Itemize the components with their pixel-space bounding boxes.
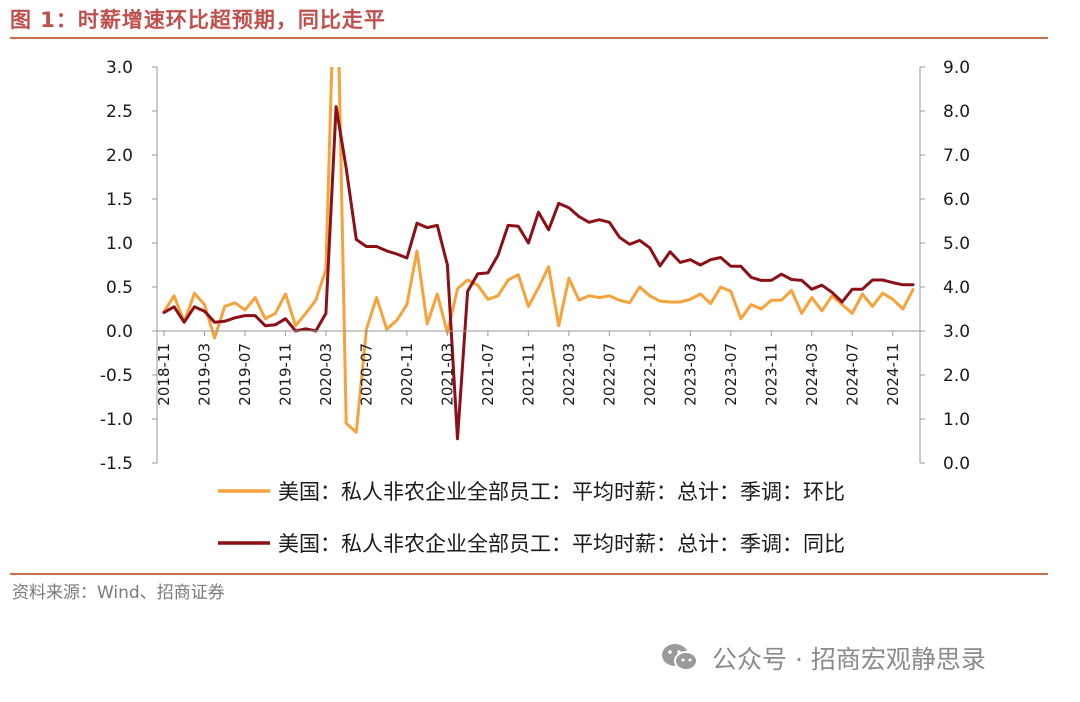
y-left-tick-label: 0.0 xyxy=(106,322,133,342)
y-right-tick-label: 9.0 xyxy=(943,58,970,78)
x-tick-label: 2020-03 xyxy=(317,343,335,406)
x-tick-label: 2022-03 xyxy=(560,343,578,406)
x-tick-label: 2021-03 xyxy=(438,343,456,406)
y-right-tick-label: 8.0 xyxy=(943,102,970,122)
y-right-tick-label: 4.0 xyxy=(943,278,970,298)
top-divider xyxy=(10,37,1048,39)
x-tick-label: 2023-03 xyxy=(681,343,699,406)
watermark: 公众号 · 招商宏观静思录 xyxy=(660,640,986,676)
x-tick-label: 2023-07 xyxy=(722,343,740,406)
x-tick-label: 2018-11 xyxy=(155,343,173,406)
x-tick-label: 2022-07 xyxy=(600,343,618,406)
legend: 美国：私人非农企业全部员工：平均时薪：总计：季调：环比美国：私人非农企业全部员工… xyxy=(218,480,845,556)
x-tick-label: 2021-11 xyxy=(519,343,537,406)
y-left-tick-label: 1.0 xyxy=(106,234,133,254)
y-left-tick-label: 2.0 xyxy=(106,146,133,166)
plot-area xyxy=(162,67,915,441)
y-right-tick-label: 5.0 xyxy=(943,234,970,254)
bottom-divider xyxy=(10,573,1048,575)
wechat-icon xyxy=(662,644,698,671)
x-tick-label: 2022-11 xyxy=(641,343,659,406)
x-tick-label: 2019-07 xyxy=(236,343,254,406)
legend-label: 美国：私人非农企业全部员工：平均时薪：总计：季调：环比 xyxy=(278,480,845,504)
series-line-mom xyxy=(162,67,915,434)
source-note: 资料来源：Wind、招商证券 xyxy=(12,583,225,603)
x-tick-label: 2024-03 xyxy=(803,343,821,406)
series-line-yoy xyxy=(162,105,915,441)
y-left-tick-label: -1.0 xyxy=(100,410,133,430)
y-left-tick-label: 0.5 xyxy=(106,278,133,298)
y-left-tick-label: -1.5 xyxy=(100,454,133,474)
y-left-tick-label: 3.0 xyxy=(106,58,133,78)
x-tick-label: 2020-07 xyxy=(357,343,375,406)
y-right-tick-label: 2.0 xyxy=(943,366,970,386)
figure-title: 图 1：时薪增速环比超预期，同比走平 xyxy=(10,8,386,32)
y-right-tick-label: 7.0 xyxy=(943,146,970,166)
x-tick-label: 2019-11 xyxy=(276,343,294,406)
y-right-tick-label: 3.0 xyxy=(943,322,970,342)
y-left-tick-label: -0.5 xyxy=(100,366,133,386)
x-tick-label: 2021-07 xyxy=(479,343,497,406)
x-tick-label: 2023-11 xyxy=(762,343,780,406)
y-right-tick-label: 1.0 xyxy=(943,410,970,430)
legend-label: 美国：私人非农企业全部员工：平均时薪：总计：季调：同比 xyxy=(278,532,845,556)
line-chart: 3.0 2.5 2.0 1.5 1.0 0.5 0.0 -0.5 -1.0 -1.5 9.0 8.0 7… xyxy=(100,58,970,556)
y-left-tick-label: 2.5 xyxy=(106,102,133,122)
x-tick-label: 2024-11 xyxy=(884,343,902,406)
axes: 3.0 2.5 2.0 1.5 1.0 0.5 0.0 -0.5 -1.0 -1.5 9.0 8.0 7… xyxy=(100,58,970,474)
y-right-tick-label: 6.0 xyxy=(943,190,970,210)
y-left-tick-label: 1.5 xyxy=(106,190,133,210)
watermark-text: 公众号 · 招商宏观静思录 xyxy=(712,645,986,674)
x-tick-label: 2020-11 xyxy=(398,343,416,406)
x-tick-label: 2024-07 xyxy=(843,343,861,406)
y-right-tick-label: 0.0 xyxy=(943,454,970,474)
x-tick-label: 2019-03 xyxy=(195,343,213,406)
